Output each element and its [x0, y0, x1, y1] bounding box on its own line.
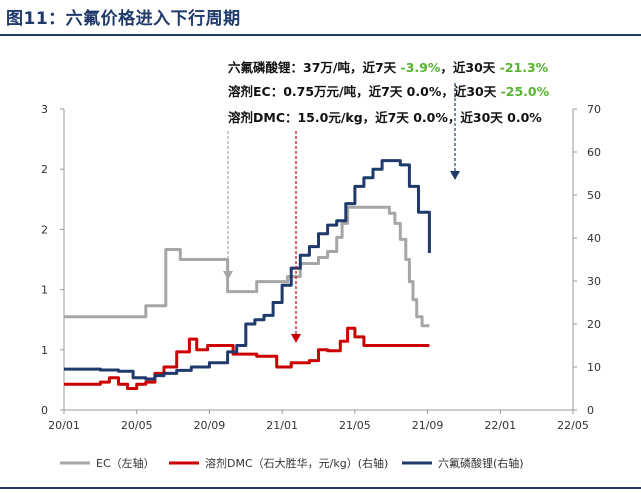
annotation-label: 溶剂EC：0.75万元/吨，近7天 [228, 84, 407, 99]
lipf6-arrow-head [450, 171, 460, 180]
annotation-separator: ，近30天 [448, 110, 507, 125]
dmc-arrow-head [291, 334, 301, 343]
right-tick-label: 0 [587, 404, 594, 417]
right-tick-label: 60 [587, 146, 601, 159]
x-tick-label: 20/09 [194, 419, 226, 432]
left-tick-label: 1 [41, 344, 48, 357]
line-chart: 六氟磷酸锂：37万/吨，近7天 -3.9%，近30天 -21.3%溶剂EC：0.… [41, 60, 601, 470]
x-tick-label: 20/01 [48, 419, 80, 432]
x-tick-label: 20/05 [121, 419, 153, 432]
lipf6-annotation: 六氟磷酸锂：37万/吨，近7天 -3.9%，近30天 -21.3% [228, 60, 549, 75]
right-tick-label: 40 [587, 232, 601, 245]
dmc-series-line [64, 326, 430, 390]
right-tick-label: 10 [587, 361, 601, 374]
right-tick-label: 30 [587, 275, 601, 288]
ec-series-line [64, 205, 430, 328]
left-tick-label: 2 [41, 163, 48, 176]
left-tick-label: 3 [41, 103, 48, 116]
change-30d-value: -21.3% [500, 60, 549, 75]
change-30d-value: -25.0% [501, 84, 550, 99]
right-tick-label: 70 [587, 103, 601, 116]
x-tick-label: 22/05 [557, 419, 589, 432]
change-30d-value: 0.0% [507, 110, 542, 125]
left-tick-label: 2 [41, 223, 48, 236]
legend: EC（左轴） 溶剂DMC（石大胜华，元/kg）(右轴) 六氟磷酸锂(右轴) [60, 456, 524, 470]
legend-dmc-label: 溶剂DMC（石大胜华，元/kg）(右轴) [205, 456, 388, 470]
chart-title: 图11：六氟价格进入下行周期 [6, 9, 241, 29]
legend-ec-label: EC（左轴） [96, 456, 155, 470]
change-7d-value: 0.0% [413, 110, 448, 125]
lipf6-series-line [64, 159, 431, 381]
right-tick-label: 50 [587, 189, 601, 202]
annotation-separator: ，近30天 [440, 60, 499, 75]
x-tick-label: 22/01 [484, 419, 516, 432]
title-rule [0, 34, 641, 36]
annotation-label: 溶剂DMC：15.0元/kg，近7天 [228, 110, 413, 125]
x-tick-label: 21/09 [412, 419, 444, 432]
left-tick-label: 0 [41, 404, 48, 417]
annotation-block: 六氟磷酸锂：37万/吨，近7天 -3.9%，近30天 -21.3%溶剂EC：0.… [228, 60, 550, 125]
ec-arrow-head [223, 271, 233, 280]
right-tick-label: 20 [587, 318, 601, 331]
ec-annotation: 溶剂EC：0.75万元/吨，近7天 0.0%，近30天 -25.0% [228, 84, 550, 99]
change-7d-value: 0.0% [407, 84, 442, 99]
annotation-label: 六氟磷酸锂：37万/吨，近7天 [228, 60, 401, 75]
footer-rule [0, 487, 641, 489]
legend-lipf6-label: 六氟磷酸锂(右轴) [438, 456, 524, 470]
series-lines [64, 159, 431, 390]
annotation-separator: ，近30天 [441, 84, 500, 99]
dmc-annotation: 溶剂DMC：15.0元/kg，近7天 0.0%，近30天 0.0% [228, 110, 542, 125]
change-7d-value: -3.9% [401, 60, 441, 75]
annotation-arrows [223, 83, 460, 343]
x-tick-label: 21/05 [339, 419, 371, 432]
left-tick-label: 1 [41, 284, 48, 297]
x-tick-label: 21/01 [266, 419, 298, 432]
